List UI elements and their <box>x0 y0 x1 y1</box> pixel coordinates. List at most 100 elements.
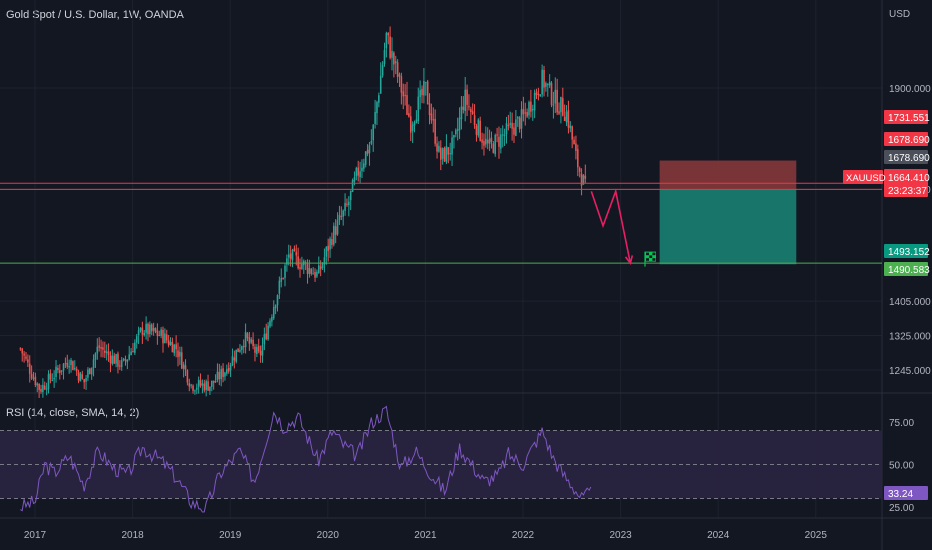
current-price-bg <box>884 169 928 197</box>
candle <box>216 371 219 381</box>
candle <box>396 62 399 77</box>
candle <box>312 273 314 275</box>
candle <box>379 75 382 94</box>
candle <box>171 341 174 353</box>
candle <box>229 365 232 371</box>
current-high-label-text: 1678.690 <box>888 153 930 164</box>
position-zone[interactable] <box>659 160 797 265</box>
candle <box>344 202 346 211</box>
current-price-text: 1664.410 <box>888 173 930 184</box>
candle <box>102 347 104 350</box>
candle <box>58 370 61 373</box>
candle <box>505 123 508 135</box>
candle <box>387 32 390 36</box>
target-price-label-bg <box>884 262 928 276</box>
candle <box>263 334 266 345</box>
time-tick-label: 2017 <box>24 530 47 541</box>
arrow-head <box>624 255 634 266</box>
candle <box>194 390 196 392</box>
candle <box>165 334 168 341</box>
candle <box>92 359 95 369</box>
candle <box>503 134 506 136</box>
candle <box>455 130 457 135</box>
candle <box>169 341 172 345</box>
candle <box>511 122 513 129</box>
candle <box>417 96 420 122</box>
price-tick-label: 1900.000 <box>889 84 931 95</box>
candle <box>205 381 207 390</box>
candle <box>577 149 579 168</box>
currency-label: USD <box>889 9 911 20</box>
rsi-value-label: 33.24 <box>884 485 928 500</box>
candle <box>152 327 155 331</box>
candle <box>329 238 331 250</box>
candle <box>100 347 102 349</box>
candle <box>501 134 504 136</box>
candle <box>160 329 162 336</box>
candle <box>545 83 547 87</box>
countdown-text: 23:23:37 <box>888 186 927 197</box>
candle <box>535 91 538 96</box>
candle <box>259 350 262 356</box>
candle <box>49 373 52 380</box>
candle <box>32 377 35 379</box>
candle <box>113 355 116 364</box>
candle <box>381 64 384 76</box>
candle <box>314 272 316 278</box>
candle <box>372 124 375 141</box>
candle <box>366 149 369 154</box>
candle <box>261 345 264 356</box>
rsi-line <box>20 405 592 513</box>
candle <box>513 127 515 135</box>
support-price-label: 1493.152 <box>884 244 930 258</box>
candle <box>494 134 497 155</box>
take-profit-zone <box>659 189 797 265</box>
candle <box>143 333 146 336</box>
candle <box>150 324 153 332</box>
candle <box>353 177 356 182</box>
candle <box>319 266 322 270</box>
candle <box>85 377 87 382</box>
candle <box>560 96 562 113</box>
time-tick-label: 2020 <box>317 530 340 541</box>
candle <box>548 81 551 86</box>
candle <box>286 258 288 265</box>
candle <box>209 386 211 392</box>
current-high-label: 1678.690 <box>884 150 930 164</box>
flag-check <box>649 255 653 259</box>
candle <box>242 346 245 348</box>
candle <box>575 143 577 151</box>
candle <box>276 295 279 306</box>
candle <box>449 153 451 155</box>
candle <box>458 117 461 131</box>
time-tick-label: 2024 <box>707 530 730 541</box>
candle <box>368 145 371 154</box>
level-lines[interactable] <box>0 182 882 267</box>
stop-price-label: 1731.551 <box>884 110 930 124</box>
candle <box>351 180 354 192</box>
candle <box>145 323 147 333</box>
candle <box>456 129 459 132</box>
candle <box>214 381 217 383</box>
candle <box>89 368 91 374</box>
candle <box>299 267 301 269</box>
candle <box>195 387 198 390</box>
candle <box>308 268 311 274</box>
candle <box>149 324 151 335</box>
stop-price-label-text: 1731.551 <box>888 113 930 124</box>
candle <box>507 124 510 126</box>
candle <box>21 348 24 354</box>
candle <box>466 89 468 105</box>
candle <box>424 82 427 84</box>
candle <box>391 50 393 58</box>
candle <box>246 333 249 339</box>
candle <box>77 371 80 381</box>
candle <box>565 111 568 123</box>
candle <box>30 373 33 379</box>
candle <box>584 175 587 179</box>
candle <box>518 117 521 130</box>
candle <box>340 216 343 218</box>
candle <box>43 385 46 390</box>
candle <box>19 348 22 350</box>
